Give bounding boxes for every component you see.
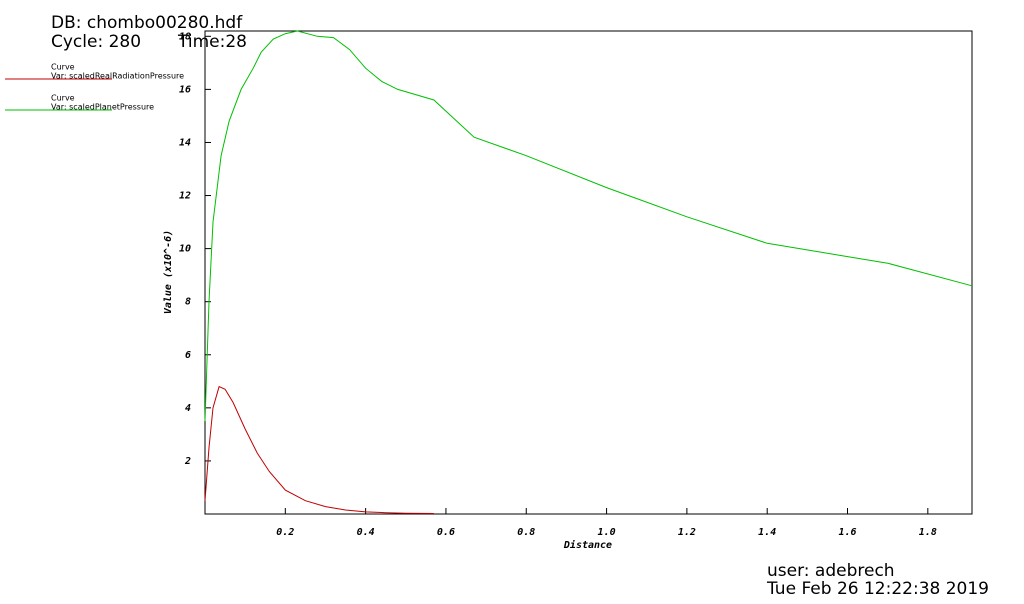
x-tick-label: 0.2	[276, 527, 294, 538]
date-label: Tue Feb 26 12:22:38 2019	[766, 579, 989, 599]
x-tick-label: 1.4	[758, 527, 776, 538]
y-tick-label: 12	[179, 191, 191, 202]
y-tick-label: 2	[184, 456, 191, 467]
y-tick-label: 16	[179, 84, 191, 95]
y-tick-label: 8	[185, 297, 191, 308]
curve	[204, 30, 973, 422]
time-label: Time:28	[177, 32, 247, 52]
cycle-label: Cycle: 280	[51, 32, 141, 52]
x-tick-label: 0.6	[437, 527, 455, 538]
x-tick-label: 0.4	[357, 527, 375, 538]
legend-name: Var: scaledRealRadiationPressure	[51, 72, 184, 81]
y-tick-label: 10	[179, 244, 191, 255]
y-axis-label: Value (x10^-6)	[163, 230, 174, 314]
legend-label: Curve	[51, 63, 75, 72]
x-tick-label: 1.2	[678, 527, 696, 538]
y-tick-label: 6	[185, 350, 191, 361]
curve	[204, 385, 434, 514]
y-tick-label: 14	[179, 137, 191, 148]
x-axis-label: Distance	[563, 539, 612, 551]
x-tick-label: 0.8	[517, 527, 535, 538]
db-label: DB: chombo00280.hdf	[51, 13, 243, 33]
plot-frame	[204, 30, 973, 515]
y-tick-label: 18	[179, 31, 191, 42]
x-tick-label: 1.0	[598, 527, 616, 538]
x-tick-label: 1.8	[919, 527, 937, 538]
y-tick-label: 4	[185, 403, 191, 414]
x-tick-label: 1.6	[838, 527, 856, 538]
legend-name: Var: scaledPlanetPressure	[51, 103, 154, 112]
user-label: user: adebrech	[767, 561, 895, 581]
legend-label: Curve	[51, 94, 75, 103]
